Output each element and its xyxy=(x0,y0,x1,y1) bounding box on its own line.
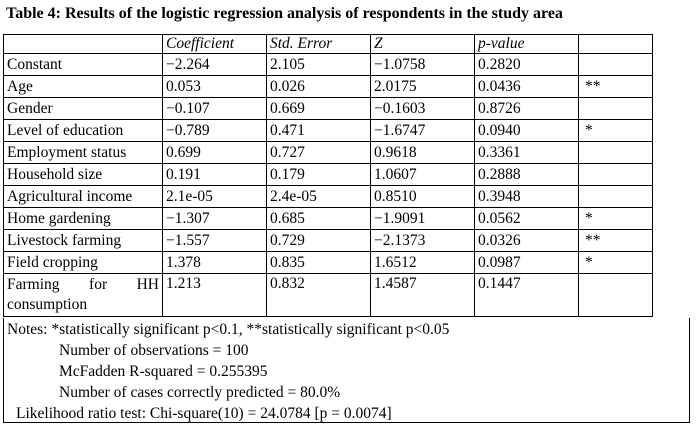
significance-cell: ** xyxy=(578,229,653,252)
z-cell: 1.0607 xyxy=(370,163,475,186)
std-error-cell: 0.685 xyxy=(266,207,371,230)
p-value-cell: 0.3361 xyxy=(474,141,579,164)
coefficient-cell: 0.191 xyxy=(162,163,267,186)
coefficient-cell: 0.699 xyxy=(162,141,267,164)
significance-cell: * xyxy=(578,207,653,230)
notes-r-squared: McFadden R-squared = 0.255395 xyxy=(59,363,268,380)
variable-word: for xyxy=(89,276,108,293)
table-row: Household size 0.191 0.179 1.0607 0.2888 xyxy=(3,163,653,186)
z-cell: 0.8510 xyxy=(370,185,475,208)
variable-word: Farming xyxy=(7,276,60,293)
header-variable xyxy=(3,34,163,54)
z-cell: 1.6512 xyxy=(370,251,475,274)
coefficient-cell: 1.378 xyxy=(162,251,267,274)
std-error-cell: 0.727 xyxy=(266,141,371,164)
variable-cell: Farming for HH consumption xyxy=(3,273,163,317)
header-std-error: Std. Error xyxy=(266,34,371,54)
table-row: Farming for HH consumption 1.213 0.832 1… xyxy=(3,273,653,317)
table-caption: Table 4: Results of the logistic regress… xyxy=(6,5,563,22)
z-cell: −0.1603 xyxy=(370,97,475,120)
coefficient-cell: −2.264 xyxy=(162,53,267,76)
significance-cell xyxy=(578,141,653,164)
std-error-cell: 0.835 xyxy=(266,251,371,274)
variable-cell: Field cropping xyxy=(3,251,163,274)
variable-cell: Age xyxy=(3,75,163,98)
regression-table: Coefficient Std. Error Z p-value Constan… xyxy=(3,34,653,317)
notes-significance: Notes: *statistically significant p<0.1,… xyxy=(7,321,450,338)
significance-cell: * xyxy=(578,251,653,274)
table-row: Home gardening −1.307 0.685 −1.9091 0.0562 * xyxy=(3,207,653,230)
significance-cell xyxy=(578,53,653,76)
notes-likelihood-ratio: Likelihood ratio test: Chi-square(10) = … xyxy=(16,405,392,422)
variable-cell: Employment status xyxy=(3,141,163,164)
z-cell: 0.9618 xyxy=(370,141,475,164)
p-value-cell: 0.1447 xyxy=(474,273,579,317)
variable-cell: Level of education xyxy=(3,119,163,142)
table-row: Livestock farming −1.557 0.729 −2.1373 0.032… xyxy=(3,229,653,252)
variable-cell: Constant xyxy=(3,53,163,76)
std-error-cell: 0.026 xyxy=(266,75,371,98)
significance-cell xyxy=(578,97,653,120)
header-p-value: p-value xyxy=(474,34,579,54)
p-value-cell: 0.0940 xyxy=(474,119,579,142)
table-row: Age 0.053 0.026 2.0175 0.0436 ** xyxy=(3,75,653,98)
coefficient-cell: −0.789 xyxy=(162,119,267,142)
significance-cell xyxy=(578,185,653,208)
variable-cell: Agricultural income xyxy=(3,185,163,208)
std-error-cell: 0.729 xyxy=(266,229,371,252)
significance-cell xyxy=(578,163,653,186)
variable-line2: consumption xyxy=(7,296,88,313)
std-error-cell: 0.179 xyxy=(266,163,371,186)
notes-box: Notes: *statistically significant p<0.1,… xyxy=(3,318,690,423)
table-row: Constant −2.264 2.105 −1.0758 0.2820 xyxy=(3,53,653,76)
coefficient-cell: 1.213 xyxy=(162,273,267,317)
p-value-cell: 0.2820 xyxy=(474,53,579,76)
significance-cell: ** xyxy=(578,75,653,98)
z-cell: −1.0758 xyxy=(370,53,475,76)
variable-cell: Household size xyxy=(3,163,163,186)
std-error-cell: 0.832 xyxy=(266,273,371,317)
header-significance xyxy=(578,34,653,54)
coefficient-cell: 2.1e-05 xyxy=(162,185,267,208)
notes-observations: Number of observations = 100 xyxy=(59,342,249,359)
p-value-cell: 0.3948 xyxy=(474,185,579,208)
notes-correct-prediction: Number of cases correctly predicted = 80… xyxy=(59,384,341,401)
z-cell: −1.9091 xyxy=(370,207,475,230)
table-row: Agricultural income 2.1e-05 2.4e-05 0.8510 0… xyxy=(3,185,653,208)
p-value-cell: 0.2888 xyxy=(474,163,579,186)
p-value-cell: 0.0326 xyxy=(474,229,579,252)
p-value-cell: 0.8726 xyxy=(474,97,579,120)
significance-cell: * xyxy=(578,119,653,142)
z-cell: −1.6747 xyxy=(370,119,475,142)
z-cell: 2.0175 xyxy=(370,75,475,98)
coefficient-cell: −1.557 xyxy=(162,229,267,252)
variable-word: HH xyxy=(136,276,159,293)
table-row: Gender −0.107 0.669 −0.1603 0.8726 xyxy=(3,97,653,120)
std-error-cell: 2.4e-05 xyxy=(266,185,371,208)
z-cell: −2.1373 xyxy=(370,229,475,252)
coefficient-cell: −1.307 xyxy=(162,207,267,230)
p-value-cell: 0.0436 xyxy=(474,75,579,98)
coefficient-cell: −0.107 xyxy=(162,97,267,120)
p-value-cell: 0.0987 xyxy=(474,251,579,274)
header-coefficient: Coefficient xyxy=(162,34,267,54)
header-row: Coefficient Std. Error Z p-value xyxy=(3,34,653,54)
table-row: Level of education −0.789 0.471 −1.6747 0.09… xyxy=(3,119,653,142)
coefficient-cell: 0.053 xyxy=(162,75,267,98)
significance-cell xyxy=(578,273,653,317)
header-z: Z xyxy=(370,34,475,54)
table-row: Field cropping 1.378 0.835 1.6512 0.0987 * xyxy=(3,251,653,274)
z-cell: 1.4587 xyxy=(370,273,475,317)
p-value-cell: 0.0562 xyxy=(474,207,579,230)
variable-cell: Livestock farming xyxy=(3,229,163,252)
std-error-cell: 0.471 xyxy=(266,119,371,142)
variable-cell: Gender xyxy=(3,97,163,120)
std-error-cell: 2.105 xyxy=(266,53,371,76)
std-error-cell: 0.669 xyxy=(266,97,371,120)
table-row: Employment status 0.699 0.727 0.9618 0.3361 xyxy=(3,141,653,164)
variable-cell: Home gardening xyxy=(3,207,163,230)
